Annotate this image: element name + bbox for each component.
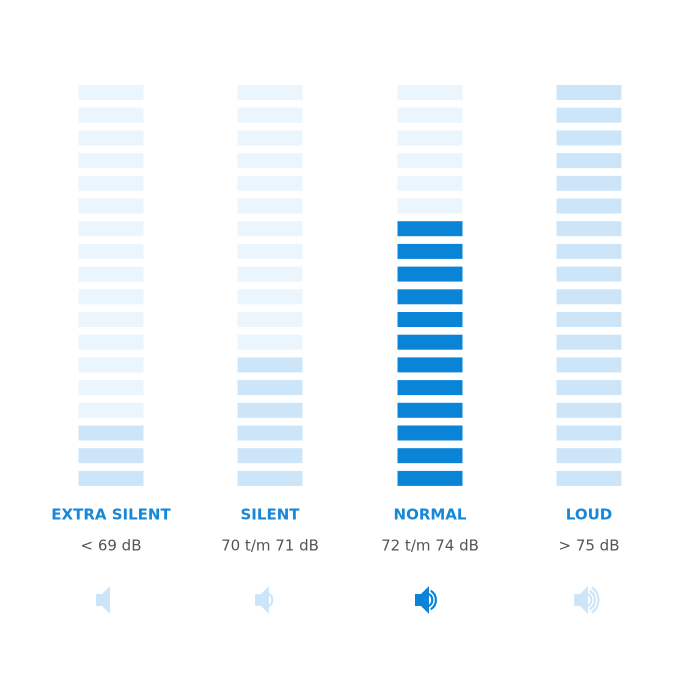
level-label: LOUD: [566, 506, 612, 524]
empty-segment: [237, 107, 303, 123]
level-segment: [237, 425, 303, 441]
level-segment: [397, 221, 463, 237]
empty-segment: [78, 402, 144, 418]
level-segment: [397, 266, 463, 282]
empty-segment: [397, 130, 463, 146]
sound-wave: [268, 593, 274, 607]
level-segment: [237, 470, 303, 486]
empty-segment: [78, 266, 144, 282]
empty-segment: [78, 85, 144, 100]
level-segment: [556, 175, 622, 191]
level-segment: [397, 357, 463, 373]
empty-segment: [78, 175, 144, 191]
empty-segment: [237, 221, 303, 237]
empty-segment: [78, 130, 144, 146]
level-segment: [556, 402, 622, 418]
level-segment: [556, 289, 622, 305]
empty-segment: [237, 198, 303, 214]
level-segment: [397, 334, 463, 350]
level-segment: [78, 425, 144, 441]
level-segment: [397, 380, 463, 396]
level-segment: [237, 357, 303, 373]
level-label: NORMAL: [394, 506, 467, 524]
speaker-icon: [96, 586, 110, 614]
empty-segment: [237, 153, 303, 169]
level-segment: [397, 289, 463, 305]
empty-segment: [78, 357, 144, 373]
level-range: < 69 dB: [80, 537, 141, 555]
empty-segment: [237, 175, 303, 191]
empty-segment: [237, 85, 303, 100]
empty-segment: [78, 380, 144, 396]
sound-wave: [430, 590, 437, 610]
sound-wave: [428, 593, 434, 607]
empty-segment: [397, 85, 463, 100]
empty-segment: [78, 334, 144, 350]
empty-segment: [78, 153, 144, 169]
sound-wave: [589, 590, 596, 610]
level-range: 72 t/m 74 dB: [381, 537, 479, 555]
level-segment: [556, 380, 622, 396]
level-segment: [556, 470, 622, 486]
level-segment: [556, 107, 622, 123]
level-label: EXTRA SILENT: [51, 506, 171, 524]
level-segment: [556, 130, 622, 146]
level-segment: [397, 243, 463, 259]
empty-segment: [237, 243, 303, 259]
empty-segment: [237, 334, 303, 350]
level-segment: [78, 448, 144, 464]
level-segment: [556, 221, 622, 237]
level-segment: [237, 402, 303, 418]
empty-segment: [78, 107, 144, 123]
level-segment: [78, 470, 144, 486]
level-label: SILENT: [241, 506, 301, 524]
empty-segment: [237, 312, 303, 327]
speaker-icon: [415, 586, 429, 614]
level-segment: [397, 470, 463, 486]
level-segment: [556, 334, 622, 350]
empty-segment: [237, 130, 303, 146]
level-segment: [556, 243, 622, 259]
level-segment: [556, 153, 622, 169]
empty-segment: [237, 266, 303, 282]
speaker-icon: [255, 586, 269, 614]
empty-segment: [78, 198, 144, 214]
empty-segment: [397, 107, 463, 123]
level-range: 70 t/m 71 dB: [221, 537, 319, 555]
level-segment: [397, 312, 463, 327]
level-segment: [556, 266, 622, 282]
level-segment: [237, 448, 303, 464]
empty-segment: [397, 175, 463, 191]
level-segment: [237, 380, 303, 396]
level-range: > 75 dB: [558, 537, 619, 555]
level-segment: [556, 312, 622, 327]
level-segment: [556, 425, 622, 441]
empty-segment: [78, 221, 144, 237]
level-segment: [397, 402, 463, 418]
empty-segment: [78, 243, 144, 259]
sound-wave: [587, 593, 593, 607]
speaker-icon: [574, 586, 588, 614]
empty-segment: [397, 153, 463, 169]
sound-wave: [591, 586, 600, 614]
empty-segment: [78, 312, 144, 327]
level-segment: [397, 448, 463, 464]
level-segment: [556, 85, 622, 100]
level-segment: [556, 357, 622, 373]
empty-segment: [397, 198, 463, 214]
empty-segment: [237, 289, 303, 305]
level-segment: [397, 425, 463, 441]
level-segment: [556, 198, 622, 214]
level-segment: [556, 448, 622, 464]
empty-segment: [78, 289, 144, 305]
